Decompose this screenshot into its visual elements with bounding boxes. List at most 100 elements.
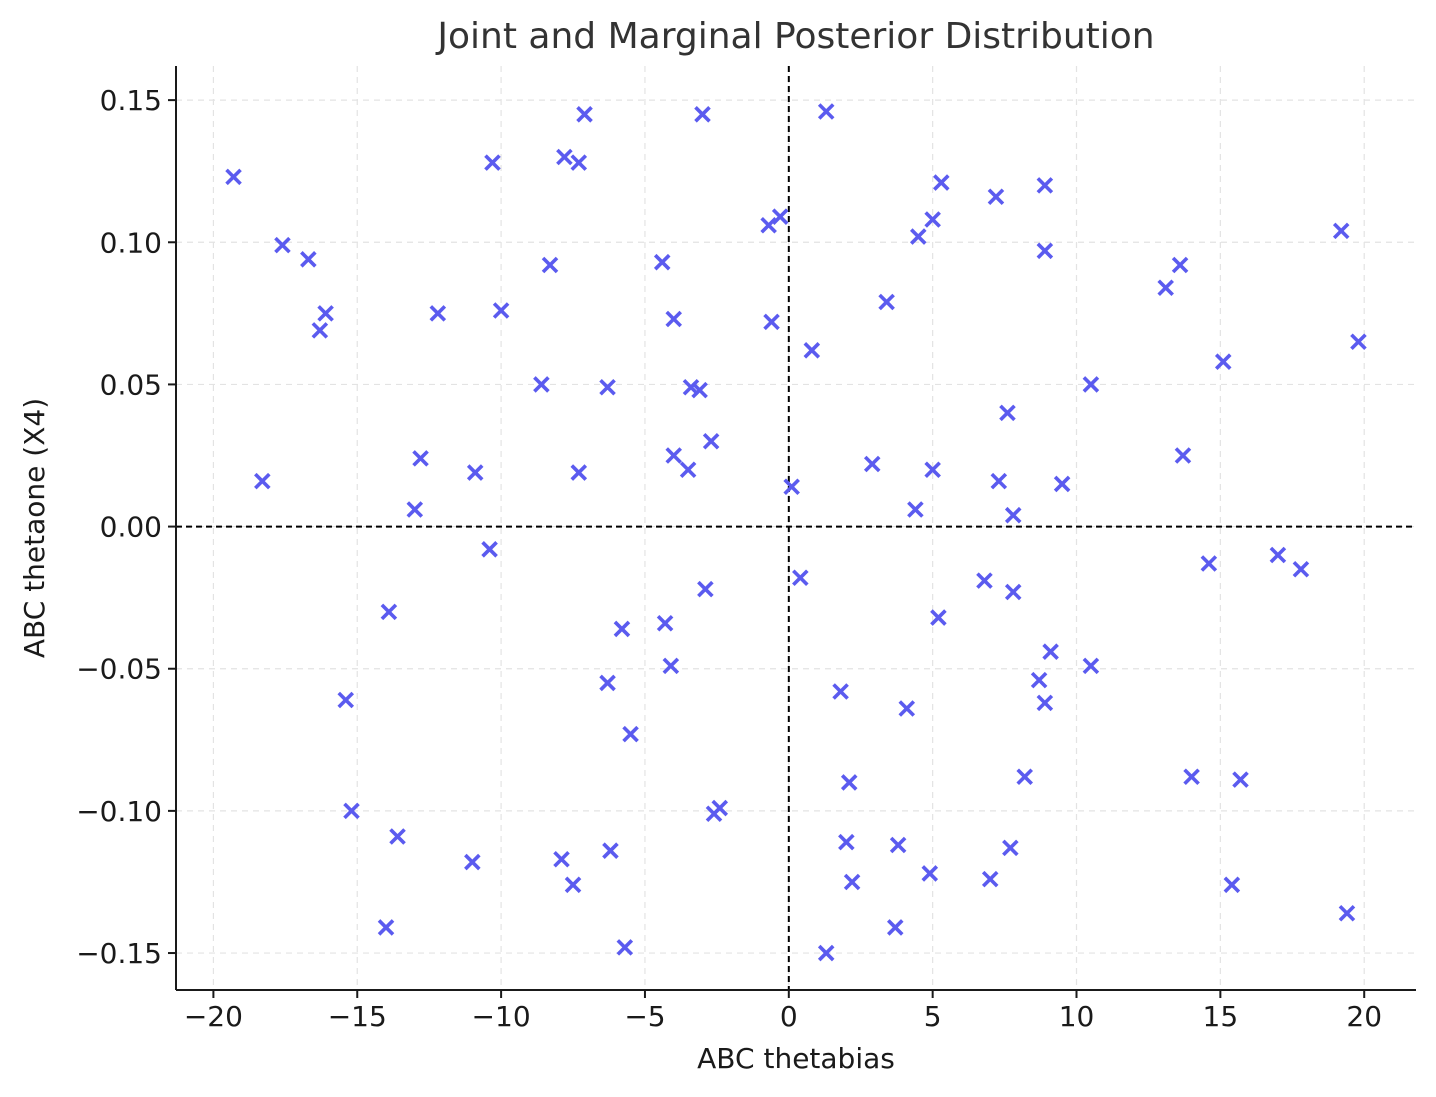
data-point: [1002, 839, 1019, 857]
data-point: [317, 305, 334, 322]
data-point: [1004, 583, 1022, 601]
data-point: [803, 342, 821, 359]
data-point: [817, 944, 835, 962]
y-ticks: 0.15 0.10 0.05 0.00 −0.05 −0.10 −0.15: [76, 84, 176, 970]
data-point: [599, 674, 616, 692]
data-point: [840, 774, 858, 791]
data-point: [1082, 657, 1100, 675]
data-point: [792, 569, 809, 587]
data-point: [910, 228, 927, 245]
data-point: [616, 939, 634, 956]
data-point: [570, 154, 588, 171]
data-point: [225, 168, 242, 186]
data-point: [254, 472, 271, 490]
grid-lines: [176, 66, 1416, 990]
data-point: [613, 620, 631, 638]
data-point: [1350, 333, 1367, 351]
data-point: [1223, 876, 1241, 894]
data-point: [1232, 771, 1249, 788]
data-point: [274, 236, 291, 254]
data-point: [1174, 447, 1192, 464]
x-tick-label: −5: [624, 1000, 665, 1033]
chart-title: Joint and Marginal Posterior Distributio…: [435, 16, 1154, 57]
data-point: [702, 433, 720, 450]
data-point: [838, 833, 855, 851]
y-tick-label: −0.15: [76, 937, 162, 970]
data-point: [863, 455, 881, 473]
data-point: [832, 683, 849, 700]
data-point: [1030, 671, 1048, 689]
data-point: [1332, 222, 1350, 240]
y-tick-label: −0.05: [76, 653, 162, 686]
y-tick-label: 0.10: [100, 226, 162, 259]
data-point: [705, 805, 723, 823]
data-point: [564, 876, 582, 894]
x-axis-label: ABC thetabias: [697, 1042, 895, 1075]
data-point: [694, 106, 711, 123]
data-point: [889, 836, 907, 854]
data-point: [464, 853, 481, 871]
data-point: [1004, 506, 1022, 524]
data-point: [599, 378, 616, 396]
data-point: [987, 188, 1005, 206]
data-point: [622, 725, 639, 743]
data-point: [999, 404, 1016, 422]
data-point: [878, 293, 895, 311]
data-point: [429, 305, 447, 322]
data-point: [817, 103, 835, 120]
data-point: [924, 211, 941, 228]
y-tick-label: 0.00: [100, 511, 162, 544]
reference-lines: [176, 66, 1416, 990]
data-point: [1338, 904, 1356, 922]
y-axis-label: ABC thetaone (X4): [18, 398, 51, 658]
data-point: [1183, 768, 1200, 786]
data-point: [389, 828, 406, 845]
data-point: [484, 154, 501, 171]
data-point: [976, 572, 993, 589]
data-point: [924, 461, 941, 478]
data-point: [933, 174, 950, 191]
y-tick-label: 0.05: [100, 368, 162, 401]
x-tick-label: 5: [924, 1000, 942, 1033]
data-point: [763, 313, 780, 331]
data-point: [697, 580, 714, 598]
data-point: [466, 464, 484, 481]
data-point: [300, 251, 317, 268]
data-point: [541, 256, 559, 274]
data-point: [412, 450, 429, 467]
data-point: [602, 842, 619, 859]
data-point: [662, 657, 680, 675]
data-point: [576, 106, 593, 123]
data-point: [553, 850, 570, 868]
data-point: [1082, 376, 1100, 393]
data-point: [343, 802, 360, 820]
data-point: [533, 376, 550, 393]
data-point: [1171, 256, 1189, 274]
data-point: [1016, 768, 1033, 786]
x-tick-label: 15: [1203, 1000, 1239, 1033]
data-point: [898, 700, 916, 717]
data-point: [691, 381, 708, 399]
data-point: [377, 919, 395, 936]
data-point: [981, 870, 999, 888]
x-tick-label: −10: [472, 1000, 531, 1033]
data-point: [760, 216, 777, 234]
data-point: [1200, 555, 1218, 572]
data-point: [481, 541, 498, 558]
x-ticks: −20 −15 −10 −5 0 5 10 15 20: [184, 990, 1382, 1033]
data-point: [1157, 279, 1174, 297]
data-point: [1269, 546, 1287, 564]
data-point: [1036, 242, 1054, 260]
x-tick-label: −15: [328, 1000, 387, 1033]
data-points: [225, 103, 1367, 962]
data-point: [665, 447, 682, 464]
x-tick-label: 10: [1059, 1000, 1095, 1033]
y-tick-label: 0.15: [100, 84, 162, 117]
x-tick-label: 0: [780, 1000, 798, 1033]
axes: [175, 66, 1416, 991]
y-tick-label: −0.10: [76, 795, 162, 828]
x-tick-label: 20: [1346, 1000, 1382, 1033]
data-point: [1036, 694, 1054, 712]
data-point: [1036, 177, 1054, 194]
